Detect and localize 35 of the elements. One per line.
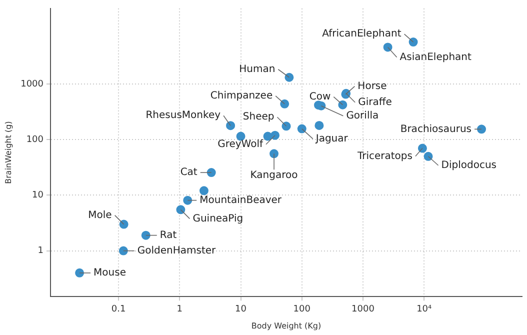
annotation: GuineaPig	[192, 213, 244, 224]
annotation: Human	[239, 64, 276, 75]
annotation: RhesusMonkey	[146, 110, 221, 122]
x-tick-label: 1000	[352, 304, 375, 314]
annotation: Chimpanzee	[210, 90, 273, 102]
annotation: GoldenHamster	[137, 245, 217, 256]
annotation: Cow	[309, 91, 331, 102]
annotation: Rat	[160, 230, 177, 241]
annotation: Gorilla	[346, 110, 379, 122]
annotation: Triceratops	[356, 150, 412, 162]
x-tick-label: 100	[293, 304, 311, 314]
annotation: Kangaroo	[250, 170, 298, 182]
annotation: Cat	[180, 167, 198, 178]
y-axis-title: BrainWeight (g)	[4, 121, 13, 184]
y-tick-label: 1000	[20, 79, 44, 90]
x-tick-label: 1	[176, 304, 183, 314]
annotation: Diplodocus	[441, 160, 496, 171]
annotation: Jaguar	[314, 133, 349, 144]
annotation: AfricanElephant	[322, 28, 402, 40]
y-tick-label: 10	[32, 190, 44, 201]
annotation: Horse	[358, 80, 387, 92]
annotation: MountainBeaver	[200, 194, 282, 206]
x-tick-label: 0.1	[111, 304, 126, 314]
annotation: Giraffe	[358, 96, 392, 108]
annotation: Brachiosaurus	[400, 124, 472, 135]
annotation: Mouse	[94, 268, 126, 279]
annotation: Mole	[88, 210, 112, 221]
annotation: AsianElephant	[400, 52, 472, 63]
x-tick-label: 10⁴	[416, 304, 432, 314]
x-axis-title: Body Weight (Kg)	[251, 321, 322, 330]
annotation: Sheep	[242, 112, 274, 123]
y-tick-label: 100	[26, 135, 44, 145]
y-tick-label: 1	[38, 246, 44, 256]
annotation: GreyWolf	[218, 138, 264, 150]
x-tick-label: 10	[235, 304, 247, 314]
